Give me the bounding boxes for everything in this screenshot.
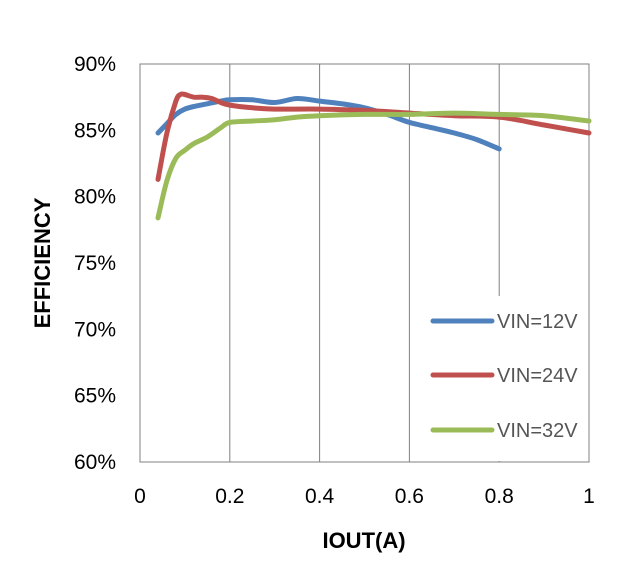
x-tick-label: 0.6 [395, 485, 424, 508]
x-tick-label: 0.8 [485, 485, 514, 508]
x-tick-label: 0 [134, 485, 146, 508]
legend: VIN=12V VIN=24V VIN=32V [430, 311, 578, 442]
legend-label-vin-12v: VIN=12V [497, 311, 578, 333]
y-tick-label: 85% [74, 119, 116, 142]
y-axis-title: EFFICIENCY [30, 197, 55, 328]
y-tick-label: 65% [74, 385, 116, 408]
legend-label-vin-24v: VIN=24V [497, 365, 578, 387]
plot-area-frame [139, 63, 590, 463]
x-tick-label: 1 [583, 485, 595, 508]
x-tick-label: 0.2 [215, 485, 244, 508]
x-tick-label: 0.4 [305, 485, 335, 508]
x-axis-title: IOUT(A) [322, 528, 405, 553]
series-line-vin-32v [155, 110, 592, 221]
y-tick-label: 60% [74, 451, 116, 474]
x-axis-tick-labels: 0 0.2 0.4 0.6 0.8 1 [134, 485, 595, 508]
y-tick-label: 70% [74, 318, 116, 341]
series-line-vin-24v [155, 91, 592, 182]
legend-label-vin-32v: VIN=32V [497, 420, 578, 442]
y-axis-tick-labels: 60% 65% 70% 75% 80% 85% 90% [74, 53, 116, 474]
y-tick-label: 90% [74, 53, 116, 76]
series-line-vin-12v [155, 95, 502, 152]
y-tick-label: 80% [74, 186, 116, 209]
y-tick-label: 75% [74, 252, 116, 275]
grid-lines [229, 64, 500, 462]
data-series [155, 91, 592, 221]
